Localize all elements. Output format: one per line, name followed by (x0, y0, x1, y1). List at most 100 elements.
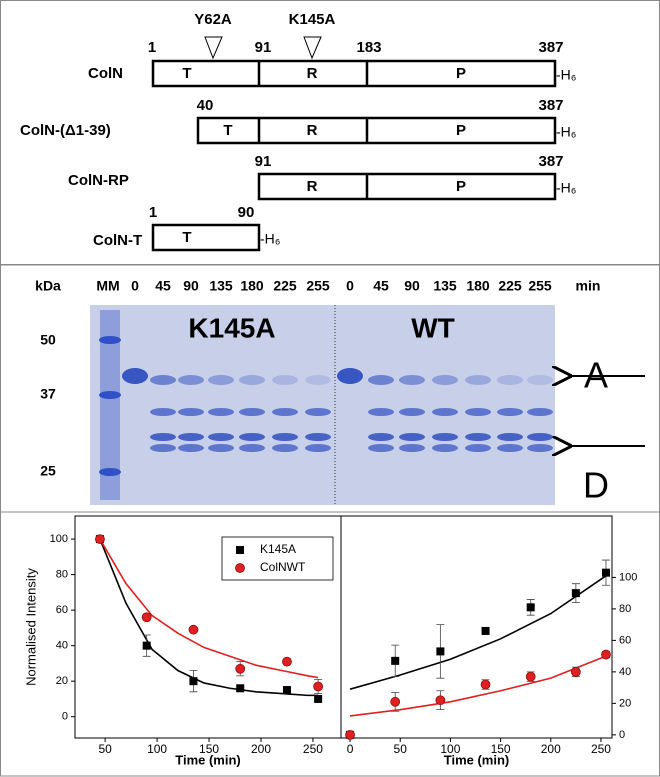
band (272, 375, 298, 385)
lane-label: 135 (209, 278, 233, 294)
domain: R (307, 122, 318, 139)
band (368, 444, 394, 452)
band (208, 444, 234, 452)
band (239, 408, 265, 416)
gel-image (90, 305, 555, 505)
time-unit: min (576, 278, 601, 294)
y-tick-label: 80 (619, 603, 631, 615)
lane-label: 45 (373, 278, 389, 294)
band (368, 375, 394, 385)
x-axis-label: Time (min) (175, 752, 241, 767)
lane-label: 0 (131, 278, 139, 294)
legend-label: ColNWT (260, 560, 306, 574)
lane-label: 255 (306, 278, 330, 294)
lane-label: 0 (346, 278, 354, 294)
point (435, 695, 446, 706)
band (497, 433, 523, 441)
y-tick-label: 0 (619, 729, 625, 741)
band (337, 368, 363, 384)
point (189, 677, 198, 686)
fit-line (349, 575, 607, 690)
band (305, 433, 331, 441)
band (178, 444, 204, 452)
point (570, 666, 581, 677)
domain: T (182, 229, 191, 246)
x-tick-label: 250 (303, 742, 323, 756)
band (239, 433, 265, 441)
construct-box (151, 59, 557, 88)
band (272, 444, 298, 452)
point (480, 679, 491, 690)
point (235, 663, 246, 674)
band (305, 408, 331, 416)
domain: R (307, 65, 318, 82)
band (465, 444, 491, 452)
unit: kDa (35, 278, 61, 294)
band (239, 444, 265, 452)
point (313, 681, 324, 692)
y-axis-label: Normalised Intensity (23, 568, 38, 686)
construct-box (151, 223, 261, 252)
mutation: Y62A (194, 11, 232, 28)
y-tick-label: 40 (619, 666, 631, 678)
band (239, 375, 265, 385)
triangle (303, 36, 322, 60)
lane-label: 225 (273, 278, 297, 294)
tag: -H₆ (556, 67, 576, 83)
construct-name: ColN (88, 65, 123, 82)
point (481, 626, 490, 635)
band (122, 368, 148, 384)
marker-smear (100, 310, 120, 500)
marker-size: 37 (40, 386, 56, 402)
point (188, 624, 199, 635)
domain: P (456, 178, 466, 195)
band (527, 444, 553, 452)
band (497, 444, 523, 452)
legend-label: K145A (260, 542, 296, 556)
group-label: K145A (188, 312, 275, 343)
band (465, 375, 491, 385)
marker-band (99, 336, 121, 344)
position: 183 (356, 39, 381, 56)
band (399, 433, 425, 441)
point (436, 647, 445, 656)
domain: P (456, 65, 466, 82)
point (391, 656, 400, 665)
x-tick-label: 100 (147, 742, 167, 756)
domain: P (456, 122, 466, 139)
fit-line (99, 538, 319, 697)
band (465, 408, 491, 416)
lane-label: 90 (183, 278, 199, 294)
x-tick-label: 100 (440, 742, 460, 756)
band (178, 375, 204, 385)
y-tick-label: 60 (56, 604, 68, 616)
gel: kDa MM min 50 37 25 K145A WT A D 0 45 90 13… (35, 278, 645, 506)
y-tick-label: 20 (619, 697, 631, 709)
band (497, 375, 523, 385)
band (178, 408, 204, 416)
construct-name: ColN-T (93, 232, 142, 249)
band (527, 375, 553, 385)
x-tick-label: 150 (199, 742, 219, 756)
point (601, 568, 610, 577)
lane-label: 45 (155, 278, 171, 294)
position: 91 (255, 153, 272, 170)
tag: -H₆ (556, 180, 576, 196)
lane-label: 255 (528, 278, 552, 294)
band (272, 433, 298, 441)
point (526, 603, 535, 612)
band (368, 433, 394, 441)
position: 90 (238, 204, 255, 221)
marker-size: 25 (40, 463, 56, 479)
point (314, 694, 323, 703)
point (282, 656, 292, 667)
band (208, 375, 234, 385)
lane-label: 180 (466, 278, 490, 294)
band (432, 375, 458, 385)
y-tick-label: 0 (62, 711, 68, 723)
y-tick-label: 80 (56, 569, 68, 581)
band (399, 444, 425, 452)
band (527, 408, 553, 416)
point (601, 649, 611, 660)
marker-band (99, 391, 121, 399)
